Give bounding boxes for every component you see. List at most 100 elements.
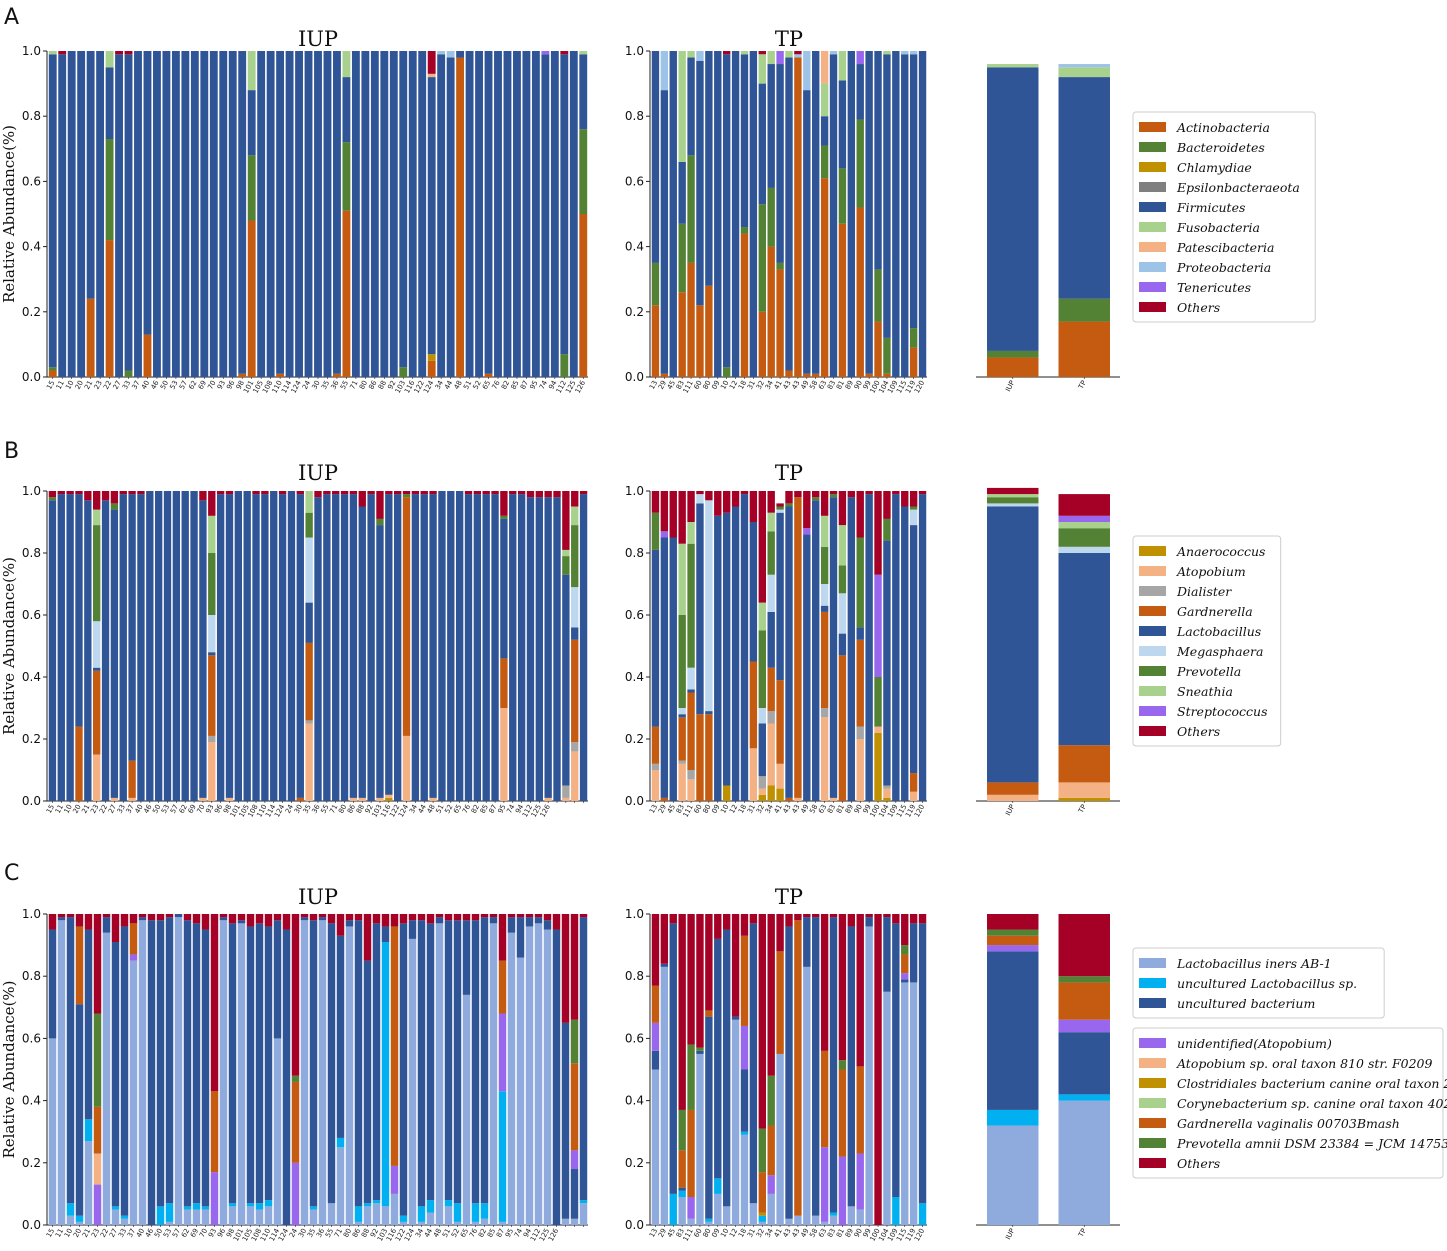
bar-segment [305,642,313,721]
bar-segment [740,935,749,1026]
bar-stack [57,914,66,1225]
x-tick-label: 43 [782,803,793,815]
bar-stack [1058,64,1110,377]
legend-label: Gardnerella vaginalis 00703Bmash [1177,1116,1400,1131]
bar-stack [491,491,499,801]
x-tick-label: 53 [160,803,171,815]
x-tick-label: 48 [453,379,464,391]
bar-segment [363,914,372,961]
y-tick-label: 0.8 [22,109,41,123]
y-tick-label: 0.2 [22,732,41,746]
bar-segment [264,1200,273,1207]
bar-segment [571,751,579,801]
bar-segment [349,494,358,798]
bar-segment [812,914,820,918]
bar-stack [219,914,228,1225]
bar-segment [201,1206,210,1210]
x-tick-label: 33 [121,379,132,391]
bar-segment [820,708,829,718]
bar-stack [438,491,446,801]
bar-segment [794,57,802,378]
bar-segment [314,491,322,498]
bar-stack [865,914,873,1225]
bar-stack [102,914,111,1225]
bar-segment [201,1209,210,1225]
bar-stack [489,914,498,1225]
bar-stack [749,914,758,1225]
bar-segment [57,917,66,921]
x-tick-label: 18 [737,803,748,815]
bar-segment [749,914,758,924]
bar-segment [909,491,918,507]
bar-stack [883,914,891,1225]
x-tick-label: 11 [54,1227,65,1239]
bar-segment [137,491,145,495]
x-tick-label: 80 [337,803,348,815]
x-tick-label: 49 [799,379,810,391]
y-tick-label: 0.8 [625,546,644,560]
bar-segment [48,51,57,55]
bar-segment [411,494,420,801]
bar-segment [507,914,516,918]
x-tick-label: 83 [826,1227,837,1239]
bar-segment [181,51,190,377]
bar-segment [534,917,543,924]
bar-stack [1058,914,1110,1225]
bar-segment [105,240,114,377]
legend-item: Anaerococcus [1139,544,1265,559]
bar-segment [758,602,766,631]
bar-stack [291,914,300,1225]
bar-segment [1058,77,1110,299]
bar-segment [696,1050,704,1054]
x-tick-label: 21 [83,379,94,391]
x-tick-label: 36 [315,1227,327,1239]
legend-item: Chlamydiae [1139,160,1252,175]
x-tick-label: 85 [479,803,490,815]
subplot-title: TP [775,27,803,51]
bar-segment [119,491,127,495]
bar-segment [143,334,152,377]
x-tick-label: 93 [204,803,215,815]
bar-segment [901,979,909,983]
bar-segment [696,503,704,715]
bar-segment [84,929,93,1120]
bar-segment [417,1206,426,1222]
bar-segment [1058,67,1110,78]
subplot-iup: IUP0.00.20.40.60.81.01511102021232227333… [22,461,588,819]
legend-label: Others [1177,300,1220,315]
bar-segment [429,494,437,798]
bar-segment [909,923,918,983]
bar-segment [696,494,704,504]
legend-label: Chlamydiae [1177,160,1252,175]
bar-segment [856,491,864,538]
bar-segment [678,763,686,801]
bar-stack [803,914,811,1225]
x-tick-label: 53 [168,379,179,391]
bar-segment [48,367,57,371]
legend-swatch [1139,182,1166,192]
bar-stack [829,914,838,1225]
bar-segment [829,54,838,377]
x-tick-label: 43 [790,379,801,391]
x-tick-label: 65 [481,379,492,391]
bar-segment [1058,546,1110,553]
bar-segment [66,914,75,918]
bar-segment [93,1153,102,1185]
bar-segment [1058,64,1110,68]
bar-segment [354,1206,363,1222]
x-tick-label: 76 [468,1227,480,1239]
bar-segment [390,926,399,1166]
y-tick-label: 0.4 [22,670,41,684]
x-tick-label: 60 [693,803,704,815]
bar-segment [758,1172,766,1213]
bar-segment [579,491,588,495]
bar-segment [273,1038,282,1225]
bar-segment [758,54,766,84]
bar-segment [812,497,820,501]
x-tick-label: 44 [417,803,429,815]
bar-segment [705,711,713,715]
bar-stack [181,51,190,377]
x-tick-label: 85 [509,379,520,391]
x-tick-label: 80 [358,379,369,391]
